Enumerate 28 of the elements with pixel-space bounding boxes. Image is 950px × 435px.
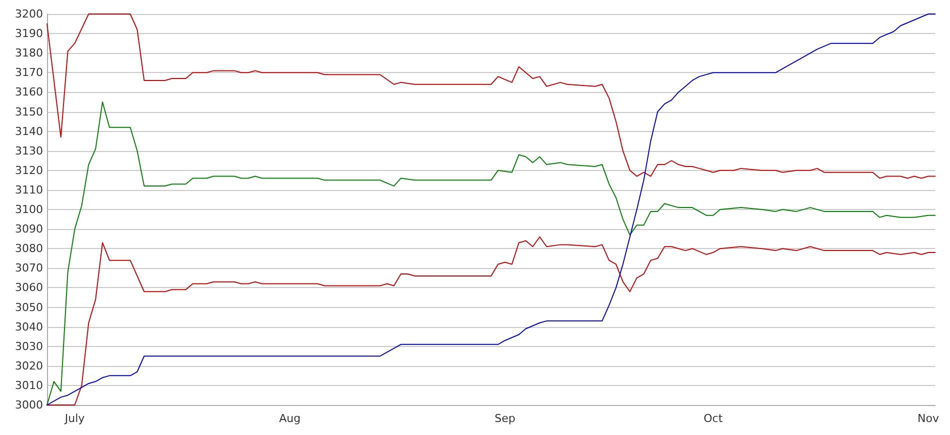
y-tick-label: 3020	[15, 359, 43, 372]
y-tick-label: 3070	[15, 262, 43, 275]
y-tick-label: 3010	[15, 378, 43, 392]
y-tick-label: 3160	[15, 86, 43, 99]
x-tick-label: Aug	[279, 412, 301, 425]
y-tick-label: 3130	[15, 144, 43, 158]
y-tick-label: 3110	[15, 183, 43, 196]
y-tick-label: 3040	[15, 320, 43, 334]
y-tick-label: 3050	[15, 300, 43, 314]
x-tick-label: Nov	[918, 412, 940, 425]
y-tick-label: 3200	[15, 8, 43, 20]
x-tick-label: July	[64, 412, 86, 425]
line-series	[46, 14, 936, 179]
y-tick-label: 3060	[15, 281, 43, 294]
y-tick-label: 3170	[15, 66, 43, 80]
y-tick-label: 3090	[15, 222, 43, 236]
x-tick-label: Oct	[704, 412, 724, 425]
y-tick-label: 3150	[15, 105, 43, 118]
y-tick-label: 3180	[15, 46, 43, 60]
line-series	[46, 14, 936, 406]
y-tick-label: 3030	[15, 340, 43, 353]
y-tick-label: 3120	[15, 164, 43, 177]
y-tick-label: 3080	[15, 242, 43, 256]
x-tick-label: Sep	[494, 412, 516, 425]
y-tick-label: 3140	[15, 124, 43, 138]
y-tick-label: 3190	[15, 27, 43, 40]
y-tick-label: 3000	[15, 398, 43, 412]
y-tick-label: 3100	[15, 203, 43, 216]
